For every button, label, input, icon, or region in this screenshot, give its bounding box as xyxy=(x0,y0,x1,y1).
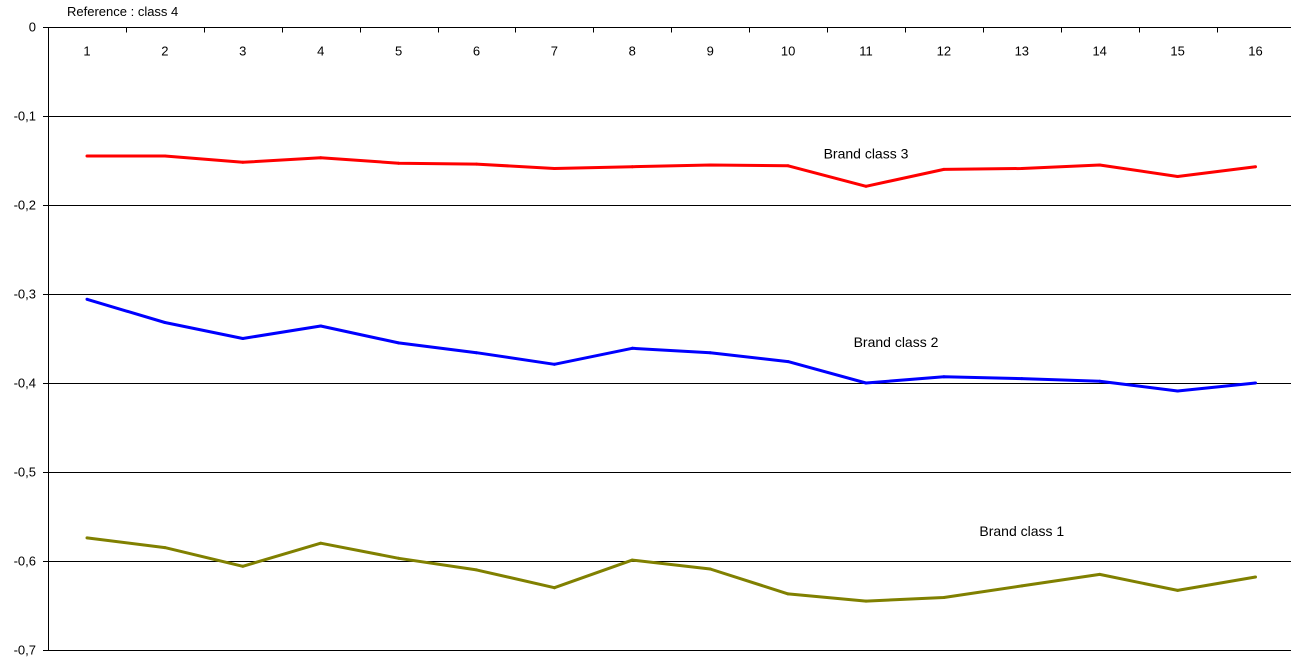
data-point xyxy=(319,156,323,160)
data-point xyxy=(552,586,556,590)
data-point xyxy=(864,184,868,188)
x-tick-label: 16 xyxy=(1248,44,1262,59)
data-point xyxy=(319,541,323,545)
data-point xyxy=(163,154,167,158)
data-point xyxy=(942,375,946,379)
data-point xyxy=(864,599,868,603)
data-point xyxy=(1098,379,1102,383)
x-tick-label: 14 xyxy=(1092,44,1106,59)
data-point xyxy=(85,154,89,158)
series-line-brand-class-1 xyxy=(86,536,1256,603)
data-point xyxy=(786,360,790,364)
reference-note: Reference : class 4 xyxy=(67,4,178,19)
data-point xyxy=(241,160,245,164)
x-tick-label: 11 xyxy=(859,44,873,59)
data-point xyxy=(397,161,401,165)
y-tick-label: -0,5 xyxy=(14,465,36,480)
data-point xyxy=(708,567,712,571)
data-point xyxy=(1098,572,1102,576)
x-tick-label: 10 xyxy=(781,44,795,59)
y-tick-label: -0,3 xyxy=(14,287,36,302)
x-tick-label: 8 xyxy=(629,44,636,59)
y-tick-label: -0,2 xyxy=(14,198,36,213)
x-tick-label: 4 xyxy=(317,44,324,59)
data-point xyxy=(1176,588,1180,592)
x-tick-label: 5 xyxy=(395,44,402,59)
data-point xyxy=(1254,575,1257,579)
series-line-brand-class-3 xyxy=(87,154,1256,188)
data-point xyxy=(708,351,712,355)
data-point xyxy=(1254,381,1257,385)
data-point xyxy=(786,164,790,168)
data-point xyxy=(786,592,790,596)
series-label: Brand class 3 xyxy=(824,145,909,161)
y-tick-label: -0,7 xyxy=(14,643,36,658)
data-point xyxy=(630,558,634,562)
data-point xyxy=(241,337,245,340)
x-tick-label: 12 xyxy=(937,44,951,59)
data-point xyxy=(397,556,401,560)
data-point xyxy=(1020,377,1024,381)
data-point xyxy=(397,341,401,345)
data-point xyxy=(475,568,478,572)
x-tick-label: 1 xyxy=(83,44,90,59)
data-point xyxy=(942,167,946,171)
data-point xyxy=(1254,165,1257,169)
data-point xyxy=(942,596,946,599)
x-tick-label: 3 xyxy=(239,44,246,59)
data-point xyxy=(630,346,634,350)
data-point xyxy=(630,165,634,169)
y-tick-label: 0 xyxy=(29,20,36,35)
gridlines xyxy=(48,27,1291,651)
x-tick-label: 7 xyxy=(551,44,558,59)
data-point xyxy=(552,167,556,170)
data-point xyxy=(708,163,712,167)
data-point xyxy=(552,362,556,366)
series-line-brand-class-2 xyxy=(86,297,1256,393)
data-point xyxy=(864,381,868,385)
axes xyxy=(43,27,1218,651)
series-label: Brand class 2 xyxy=(854,334,939,350)
data-point xyxy=(85,297,89,301)
y-tick-label: -0,6 xyxy=(14,554,36,569)
series-label: Brand class 1 xyxy=(979,523,1064,539)
series-lines xyxy=(85,154,1257,603)
data-point xyxy=(163,321,167,324)
data-point xyxy=(475,162,478,166)
data-point xyxy=(475,351,478,355)
data-point xyxy=(241,564,245,568)
data-point xyxy=(1176,175,1180,178)
x-tick-label: 15 xyxy=(1170,44,1184,59)
data-point xyxy=(1098,163,1102,167)
x-tick-label: 13 xyxy=(1015,44,1029,59)
y-tick-label: -0,4 xyxy=(14,376,36,391)
data-point xyxy=(1020,584,1024,588)
data-point xyxy=(1020,167,1024,170)
data-point xyxy=(1176,389,1180,393)
labels: 0-0,1-0,2-0,3-0,4-0,5-0,6-0,71 2 3 4 5 6 7 8 9 10… xyxy=(14,4,1263,658)
data-point xyxy=(163,546,167,550)
x-tick-label: 9 xyxy=(707,44,714,59)
data-point xyxy=(85,536,89,540)
x-tick-label: 6 xyxy=(473,44,480,59)
y-tick-label: -0,1 xyxy=(14,109,36,124)
data-point xyxy=(319,324,323,328)
x-tick-label: 2 xyxy=(161,44,168,59)
